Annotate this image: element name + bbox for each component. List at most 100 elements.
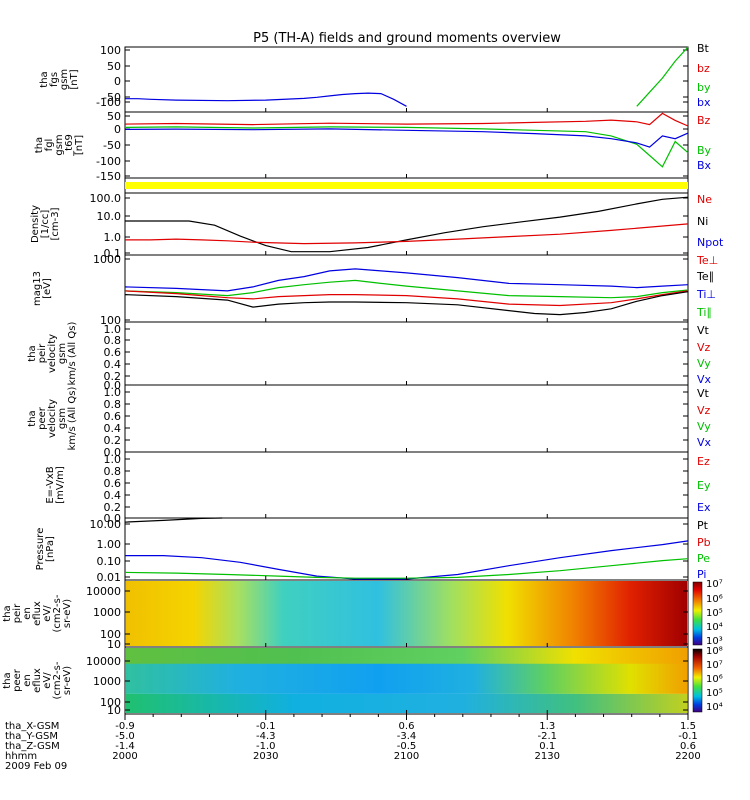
panel-fgs-frame: [124, 46, 689, 113]
panel-pres-ytick-label: 10.00: [90, 518, 122, 531]
panel-peirsp-ylabel: thapeirenefluxeV/(cm2-s-sr-eV): [2, 594, 73, 632]
panel-peersp-ylabel-line: sr-eV): [62, 666, 73, 695]
xaxis-row-value: -0.1: [256, 721, 276, 732]
xaxis-row-value: -3.4: [397, 731, 417, 742]
panel-fgl-ylabel: thafglgsm_t69[nT]: [34, 134, 85, 157]
xaxis-row-value: -5.0: [115, 731, 135, 742]
xaxis-date: 2009 Feb 09: [5, 761, 67, 772]
series-fgs-by: [636, 46, 689, 107]
legend-pres-3: Pi: [697, 568, 706, 581]
panel-peir-ytick-label: 0.8: [104, 334, 122, 347]
xaxis-row-value: -1.4: [115, 741, 135, 752]
panel-peer-ylabel-line: gsm: [57, 408, 68, 429]
panel-temp-ylabel-line: [eV]: [42, 278, 53, 299]
panel-peirsp-ylabel-line: en: [22, 607, 33, 620]
series-pres-Pt: [124, 517, 223, 523]
panel-temp-frame: [124, 254, 689, 323]
panel-fgs-ytick-label: -100: [96, 96, 121, 109]
legend-fgl-0: Bz: [697, 114, 711, 127]
series-dens-Ne: [125, 223, 689, 245]
panel-peer-ylabel: thapeervelocitygsmkm/s (All Qs): [27, 387, 78, 451]
series-temp-Te∥: [124, 291, 689, 316]
legend-peer-1: Vz: [697, 404, 711, 417]
panel-dens-ylabel-line: [cm-3]: [50, 207, 61, 240]
panel-peir-ytick-label: 1.0: [104, 323, 122, 336]
panel-peersp-ylabel-line: eV/: [42, 672, 53, 689]
panel-efld-ylabel-line: [mV/m]: [55, 466, 66, 504]
panel-peersp-ylabel-line: eflux: [32, 668, 43, 693]
panel-temp-ylabel: mag13[eV]: [32, 271, 53, 306]
panel-dens-ylabel-line: Density: [30, 205, 41, 243]
panel-peer-ytick-label: 0.2: [104, 434, 122, 447]
panel-fgl-ylabel-line: [nT]: [74, 135, 85, 155]
xaxis-row-value: 2030: [253, 751, 278, 762]
panel-peersp-ytick-label: 10: [107, 704, 121, 717]
panel-peer-ylabel-line: tha: [27, 410, 38, 426]
series-fgl-Bx: [124, 128, 689, 148]
xaxis-row-value: 2130: [535, 751, 560, 762]
panel-fgs-ylabel-line: tha: [39, 71, 50, 87]
panel-dens-ytick-label: 10.0: [97, 210, 122, 223]
panel-peirsp-ytick-label: 100: [100, 628, 121, 641]
legend-efld-2: Ex: [697, 501, 711, 514]
panel-fgl-ylabel-line: gsm: [54, 134, 65, 155]
panel-pres-ytick-label: 0.01: [97, 571, 122, 584]
series-temp-Te⊥: [124, 290, 689, 307]
figure-title: P5 (TH-A) fields and ground moments over…: [253, 31, 561, 46]
series-fgl-By: [124, 126, 689, 168]
panel-efld-ytick-label: 1.0: [104, 453, 122, 466]
series-fgs-bx: [125, 92, 407, 107]
xaxis-row-value: -4.3: [256, 731, 276, 742]
legend-temp-3: Ti∥: [696, 306, 712, 319]
panel-dens-ylabel-line: [1/cc]: [40, 210, 51, 239]
panel-peir-ylabel-line: km/s (All Qs): [67, 322, 78, 386]
series-fgl-Bz: [124, 112, 689, 127]
panel-peersp-ytick-label: 1000: [93, 675, 121, 688]
xaxis-row-value: -2.1: [537, 731, 557, 742]
panels-layer: 100500-50-100thafgsgsm[nT]Btbzbybx500-50…: [2, 42, 724, 717]
panel-peir-ylabel-line: tha: [27, 345, 38, 361]
panel-peer-frame: [124, 384, 689, 453]
colorbar-1-tick: 10⁷: [706, 579, 723, 590]
panel-peir-ytick-label: 0.6: [104, 346, 122, 359]
legend-temp-1: Te∥: [696, 270, 714, 283]
legend-peir-1: Vz: [697, 341, 711, 354]
legend-peer-3: Vx: [697, 436, 712, 449]
xaxis-row-value: -0.9: [115, 721, 135, 732]
panel-fgl-ytick-label: -150: [96, 170, 121, 183]
panel-fgl-frame: [124, 111, 689, 179]
panel-peir-ylabel: thapeirvelocitygsmkm/s (All Qs): [27, 322, 78, 386]
panel-peirsp-ylabel-line: (cm2-s-: [52, 594, 63, 632]
colorbar-1-tick: 10⁴: [706, 622, 723, 633]
panel-fgs-ylabel: thafgsgsm[nT]: [39, 69, 80, 90]
series-dens-Ni: [125, 196, 689, 253]
panel-efld-ylabel-line: E=-VxB: [45, 466, 56, 503]
panel-fgs-ylabel-line: gsm: [59, 69, 70, 90]
panel-peir-ytick-label: 0.2: [104, 370, 122, 383]
xaxis-row-value: 2100: [394, 751, 419, 762]
legend-efld-1: Ey: [697, 479, 711, 492]
panel-pres-frame: [124, 517, 689, 581]
colorbar-2-tick: 10⁴: [706, 702, 723, 713]
colorbar-2: [692, 648, 703, 713]
panel-peersp-ylabel-line: (cm2-s-: [52, 661, 63, 699]
legend-fgl-2: Bx: [697, 159, 712, 172]
panel-fgs-ytick-label: 100: [100, 44, 121, 57]
panel-peersp-ylabel-line: peer: [12, 668, 23, 692]
peer-spectrogram-low: [126, 693, 687, 713]
panel-peer-ylabel-line: peer: [37, 406, 48, 430]
panel-fgs-ylabel-line: fgs: [49, 72, 60, 87]
panel-peer-ytick-label: 0.6: [104, 410, 122, 423]
panel-peirsp-ytick-label: 10: [107, 638, 121, 651]
panel-peir-ytick-label: 0.0: [104, 379, 122, 392]
colorbar-2-tick: 10⁸: [706, 646, 723, 657]
panel-peir-ylabel-line: velocity: [47, 334, 58, 373]
panel-peersp-ytick-label: 100: [100, 696, 121, 709]
legend-pres-1: Pb: [697, 536, 711, 549]
panel-peirsp-ylabel-line: eV/: [42, 605, 53, 622]
xaxis-row-value: -0.1: [678, 731, 698, 742]
legend-pres-2: Pe: [697, 552, 710, 565]
legend-peir-3: Vx: [697, 373, 712, 386]
